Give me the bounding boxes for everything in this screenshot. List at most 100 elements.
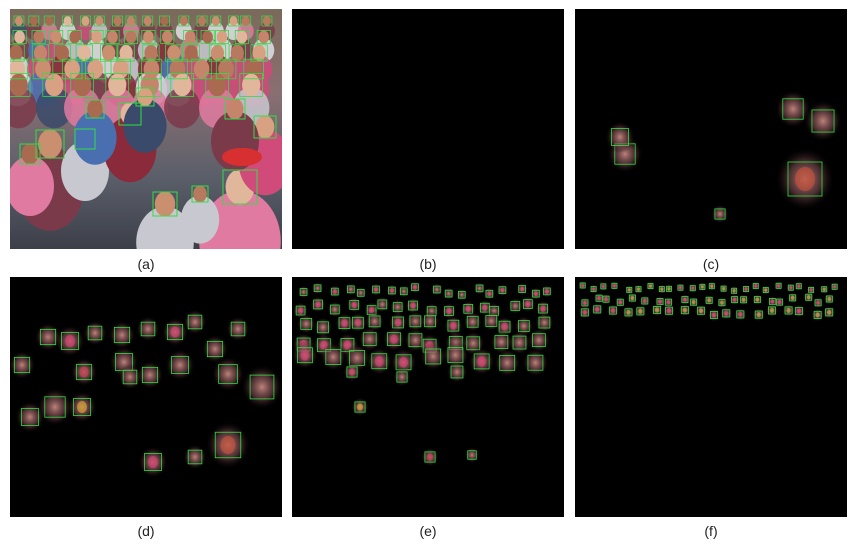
face-glow-core <box>501 322 508 331</box>
face-glow-core <box>786 307 791 313</box>
face-glow-core <box>755 297 760 302</box>
face-glow-core <box>446 307 452 315</box>
face-detection-box <box>141 58 162 80</box>
face-detection-box <box>191 185 209 203</box>
face-glow-core <box>79 366 89 378</box>
face-glow-core <box>809 288 813 292</box>
face-detection-box <box>85 58 106 80</box>
face-glow-core <box>374 287 379 292</box>
face-detection-box <box>731 287 738 294</box>
face-detection-box <box>325 349 342 365</box>
face-detection-box <box>349 300 360 310</box>
face-detection-box <box>123 29 138 44</box>
face-glow-core <box>394 318 402 327</box>
panel-a-crowd-photo <box>10 9 282 249</box>
face-glow-core <box>351 301 357 309</box>
face-detection-box <box>789 294 797 302</box>
face-detection-box <box>295 305 306 316</box>
face-glow <box>393 367 411 387</box>
face-detection-box <box>433 285 441 294</box>
face-glow-core <box>626 309 631 315</box>
face-glow-core <box>592 287 596 291</box>
face-glow-core <box>610 308 616 314</box>
face-detection-box <box>243 58 264 80</box>
face-detection-box <box>825 308 834 317</box>
face-glow-core <box>450 321 457 330</box>
face-detection-box <box>466 315 479 328</box>
face-glow-core <box>544 288 549 294</box>
face-detection-box <box>523 299 533 309</box>
face-detection-box <box>611 282 618 289</box>
face-detection-box <box>352 316 364 329</box>
face-detection-box <box>518 285 526 293</box>
face-detection-box <box>239 73 263 97</box>
face-detection-box <box>467 450 477 460</box>
face-detection-box <box>475 284 484 293</box>
face-glow-core <box>595 306 600 312</box>
face-detection-box <box>708 283 715 290</box>
face-detection-box <box>122 369 138 385</box>
face-glow-core <box>711 312 717 318</box>
face-glow <box>420 311 440 332</box>
face-glow <box>527 328 551 353</box>
face-detection-box <box>722 309 731 318</box>
face-detection-box <box>75 363 93 381</box>
face-glow-core <box>754 284 758 288</box>
face-detection-box <box>752 283 759 289</box>
face-detection-box <box>89 29 104 44</box>
face-glow-core <box>533 291 538 297</box>
face-detection-box <box>142 15 154 27</box>
face-detection-box <box>140 321 156 337</box>
response-map-f <box>578 280 840 322</box>
face-detection-box <box>10 44 25 62</box>
face-detection-box <box>680 306 689 315</box>
face-detection-box <box>142 44 160 62</box>
face-detection-box <box>218 364 238 384</box>
face-detection-box <box>42 73 66 97</box>
face-glow-core <box>612 284 616 288</box>
face-detection-box <box>718 299 726 307</box>
face-glow-core <box>500 287 505 293</box>
face-glow-core <box>698 308 704 314</box>
caption-d: (d) <box>137 523 155 539</box>
face-detection-box <box>10 73 31 97</box>
face-glow <box>442 287 455 300</box>
face-detection-box <box>166 323 184 341</box>
face-glow <box>296 313 316 335</box>
face-detection-box <box>240 15 252 27</box>
face-glow <box>136 360 164 390</box>
face-glow <box>183 444 207 470</box>
face-detection-box <box>196 15 208 27</box>
face-detection-box <box>297 347 313 364</box>
panel-c-response-map <box>575 9 847 249</box>
face-glow-core <box>806 295 811 300</box>
face-detection-box <box>354 401 366 413</box>
caption-a: (a) <box>137 256 155 272</box>
face-detection-box <box>228 44 246 62</box>
face-detection-box <box>485 289 494 298</box>
face-detection-box <box>200 29 215 44</box>
face-detection-box <box>234 29 249 44</box>
face-detection-box <box>21 408 39 426</box>
face-glow-core <box>520 286 525 292</box>
face-detection-box <box>658 286 665 293</box>
face-detection-box <box>624 308 633 317</box>
face-detection-box <box>740 296 748 304</box>
face-glow-core <box>636 287 640 291</box>
face-glow <box>311 281 324 295</box>
face-glow <box>397 284 410 298</box>
face-glow-core <box>797 284 801 289</box>
face-detection-box <box>167 58 188 80</box>
face-detection-box <box>313 299 323 310</box>
face-detection-box <box>224 98 246 120</box>
face-detection-box <box>593 305 602 314</box>
face-glow-core <box>678 285 682 290</box>
face-detection-box <box>170 73 195 97</box>
face-detection-box <box>387 332 401 347</box>
face-detection-box <box>636 307 645 316</box>
response-map-c <box>605 89 843 224</box>
face-detection-box <box>450 365 464 379</box>
face-glow-core <box>597 296 601 301</box>
face-glow-core <box>827 296 832 302</box>
face-glow <box>165 349 195 381</box>
